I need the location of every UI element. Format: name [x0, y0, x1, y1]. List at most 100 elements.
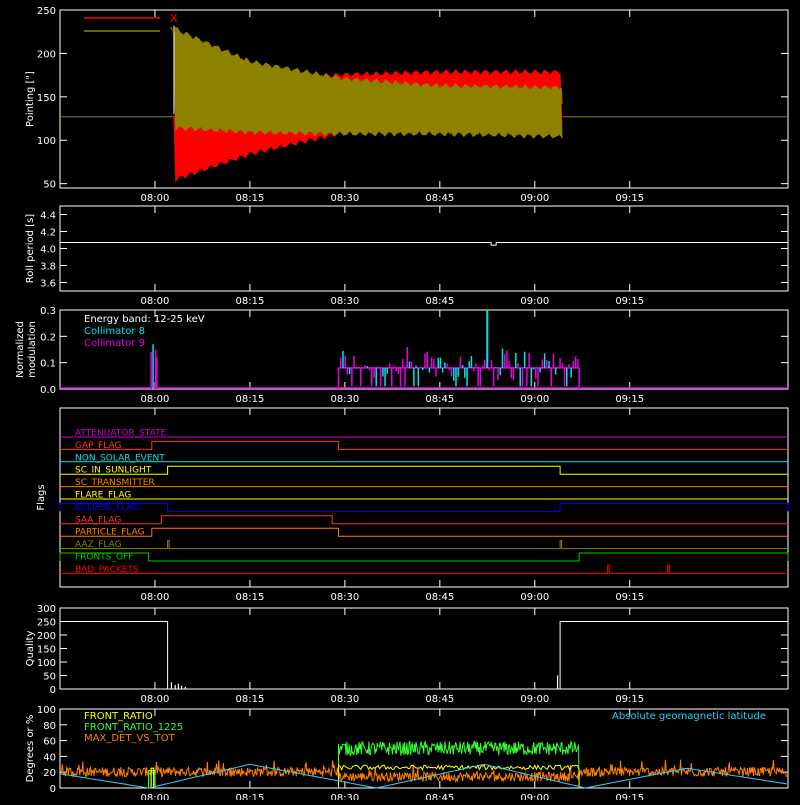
- y-tick-label: 0.0: [40, 385, 56, 396]
- x-tick-label: 08:15: [235, 793, 264, 800]
- geomagnetic-latitude-label: Absolute geomagnetic latitude: [612, 711, 766, 722]
- flag-label-eclipse-flag: ECLIPSE_FLAG: [75, 503, 139, 513]
- panel-frame-1: [59, 205, 789, 292]
- flag-trace-eclipse-flag: [59, 502, 789, 512]
- y-tick-label: 80: [43, 721, 56, 732]
- x-tick-label: 08:45: [425, 193, 454, 204]
- x-tick-label: 08:30: [330, 193, 359, 204]
- x-tick-label: 09:00: [520, 592, 549, 603]
- x-tick-label: 08:45: [425, 296, 454, 307]
- x-tick-label: 09:00: [520, 694, 549, 705]
- y-tick-label: 3.8: [40, 262, 56, 273]
- flag-label-saa-flag: SAA_FLAG: [75, 515, 121, 525]
- x-tick-label: 08:00: [141, 592, 170, 603]
- flag-label-sc-in-sunlight: SC_IN_SUNLIGHT: [75, 466, 152, 476]
- panel-frame-4: [59, 607, 789, 690]
- flag-label-sc-transmitter: SC_TRANSMITTER: [75, 478, 155, 488]
- x-tick-label: 08:00: [141, 694, 170, 705]
- x-tick-label: 08:00: [141, 193, 170, 204]
- y-axis-label: Pointing ["]: [25, 71, 36, 127]
- y-tick-label: 300: [37, 604, 56, 615]
- x-tick-label: 09:15: [615, 193, 644, 204]
- legend-label-collimator-8: Collimator 8: [84, 326, 145, 337]
- y-tick-label: 4.2: [40, 228, 56, 239]
- x-tick-label: 08:15: [235, 193, 264, 204]
- flag-label-aaz-flag: AAZ_FLAG: [75, 540, 122, 550]
- x-tick-label: 09:00: [520, 193, 549, 204]
- y-tick-label: 250: [37, 618, 56, 629]
- y-tick-label: 150: [37, 645, 56, 656]
- y-tick-label: 250: [37, 6, 56, 17]
- y-tick-label: 20: [43, 768, 56, 779]
- flag-label-non-solar-event: NON_SOLAR_EVENT: [75, 453, 165, 463]
- panel-frame-3: [59, 407, 789, 588]
- flag-label-attenuator-state: ATTENUATOR_STATE: [75, 429, 167, 439]
- flag-label-particle-flag: PARTICLE_FLAG: [75, 528, 145, 538]
- quality-line: [60, 621, 788, 690]
- legend-label-front-ratio-1225: FRONT_RATIO_1225: [84, 722, 183, 733]
- panel-frame-0: [59, 9, 789, 189]
- y-tick-label: 4.4: [40, 211, 56, 222]
- y-tick-label: 200: [37, 631, 56, 642]
- x-tick-label: 09:15: [615, 592, 644, 603]
- x-tick-label: 08:30: [330, 394, 359, 405]
- series-geomagnetic-latitude: [59, 763, 787, 789]
- flag-trace-gap-flag: [60, 440, 788, 450]
- flag-trace-particle-flag: [60, 527, 788, 537]
- legend-label-y: Y: [169, 25, 177, 38]
- y-axis-label: Degrees or %: [25, 715, 36, 783]
- x-tick-label: 08:45: [425, 394, 454, 405]
- y-tick-label: 4.0: [40, 245, 56, 256]
- flag-trace-aaz-flag: [60, 540, 788, 550]
- x-tick-label: 08:30: [330, 296, 359, 307]
- flag-trace-bad-packets: [60, 564, 788, 574]
- y-tick-label: 0: [50, 685, 56, 696]
- x-tick-label: 09:00: [520, 394, 549, 405]
- energy-band-annotation: Energy band: 12-25 keV: [84, 314, 205, 325]
- y-tick-label: 0: [50, 784, 56, 795]
- x-tick-label: 08:15: [235, 394, 264, 405]
- flag-trace-fronts-off: [59, 552, 789, 562]
- legend-label-max-det-vs-tot: MAX_DET_VS_TOT: [84, 733, 176, 744]
- x-tick-label: 08:00: [141, 394, 170, 405]
- front-ratio-1225-pulse: [148, 770, 156, 788]
- x-tick-label: 08:15: [235, 694, 264, 705]
- y-tick-label: 150: [37, 93, 56, 104]
- x-tick-label: 08:45: [425, 592, 454, 603]
- y-tick-label: 100: [37, 705, 56, 716]
- flag-trace-saa-flag: [60, 515, 788, 525]
- y-axis-label: Roll period [s]: [25, 214, 36, 283]
- panel-frame-2: [59, 309, 789, 390]
- front-ratio-pulse: [150, 767, 155, 788]
- y-tick-label: 3.6: [40, 279, 56, 290]
- x-tick-label: 08:45: [425, 793, 454, 800]
- roll-period-line: [60, 242, 788, 246]
- x-tick-label: 09:00: [520, 793, 549, 800]
- panel-frame-5: [59, 708, 789, 789]
- flag-label-fronts-off: FRONTS_OFF: [75, 553, 133, 563]
- x-tick-label: 09:15: [615, 793, 644, 800]
- x-tick-label: 08:00: [141, 296, 170, 307]
- legend-label-front-ratio: FRONT_RATIO: [84, 711, 153, 722]
- series-front-ratio: [338, 764, 580, 788]
- x-tick-label: 09:00: [520, 296, 549, 307]
- y-tick-label: 40: [43, 752, 56, 763]
- x-tick-label: 09:15: [615, 296, 644, 307]
- y-tick-label: 200: [37, 49, 56, 60]
- y-axis-label-line2: modulation: [27, 321, 38, 378]
- y-tick-label: 0.1: [40, 359, 56, 370]
- y-tick-label: 50: [43, 180, 56, 191]
- flag-label-bad-packets: BAD_PACKETS: [75, 565, 139, 575]
- y-tick-label: 0.3: [40, 306, 56, 317]
- series-max-det-vs-tot: [59, 759, 789, 784]
- y-tick-label: 100: [37, 658, 56, 669]
- series-y-oscillation: [173, 30, 563, 137]
- legend-label-collimator-9: Collimator 9: [84, 338, 145, 349]
- flag-trace-sc-in-sunlight: [60, 465, 788, 475]
- x-tick-label: 08:30: [330, 694, 359, 705]
- flag-label-gap-flag: GAP_FLAG: [75, 441, 121, 451]
- x-tick-label: 08:00: [141, 793, 170, 800]
- y-axis-label: Quality: [25, 631, 36, 667]
